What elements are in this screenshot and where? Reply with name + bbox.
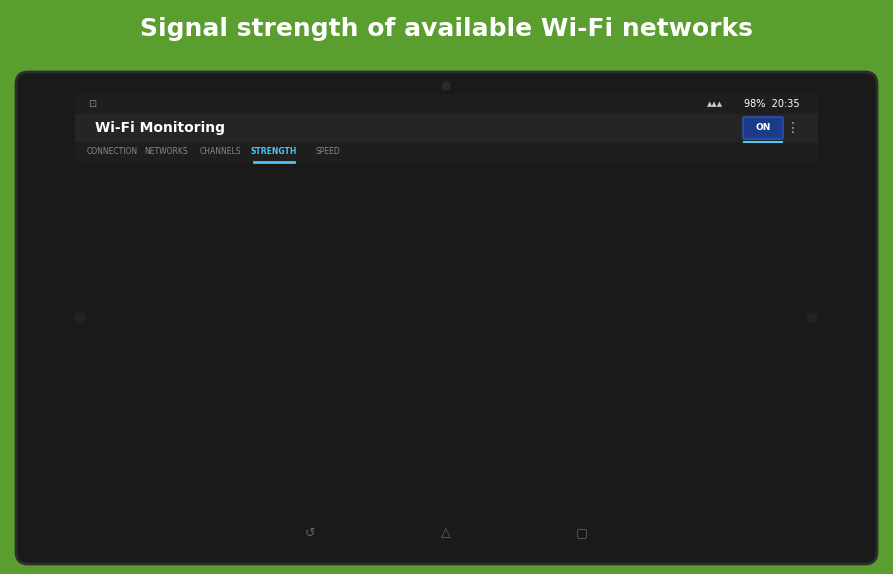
Text: esi: esi [658, 316, 671, 325]
Text: △: △ [441, 526, 451, 540]
Bar [75, 94, 818, 544]
Y-axis label: dBm: dBm [63, 330, 72, 352]
Text: Wi-Fi Monitoring: Wi-Fi Monitoring [95, 121, 225, 135]
Text: Cafe: Cafe [658, 295, 678, 304]
Circle shape [631, 439, 638, 452]
Text: ↺: ↺ [305, 526, 315, 540]
Text: ArbitrMgr: ArbitrMgr [658, 254, 698, 262]
Text: NETWORKS: NETWORKS [144, 148, 188, 157]
Circle shape [631, 481, 638, 494]
Circle shape [631, 377, 638, 390]
Text: HPCP1525-58d057: HPCP1525-58d057 [658, 462, 737, 471]
Bar [75, 522, 818, 544]
Text: FD_GUEST: FD_GUEST [658, 358, 702, 367]
FancyBboxPatch shape [16, 72, 877, 564]
Text: FD_CORP: FD_CORP [658, 337, 697, 346]
Text: ON: ON [755, 123, 771, 133]
Text: 702-5G: 702-5G [277, 315, 433, 352]
Text: HP-Print-5f-LaserJet 400 MFP: HP-Print-5f-LaserJet 400 MFP [658, 421, 778, 429]
Circle shape [631, 356, 638, 369]
Circle shape [75, 313, 85, 323]
Text: labs: labs [658, 504, 676, 513]
Text: 98%  20:35: 98% 20:35 [745, 99, 800, 109]
Circle shape [631, 272, 638, 285]
Circle shape [442, 82, 450, 90]
Text: BSK-2015: BSK-2015 [658, 274, 698, 284]
Bar [75, 142, 818, 162]
Text: ▲▲▲: ▲▲▲ [707, 101, 723, 107]
Bar [618, 373, 810, 394]
Text: ⋮: ⋮ [786, 121, 800, 135]
Circle shape [631, 251, 638, 265]
Bar [75, 114, 818, 142]
FancyBboxPatch shape [743, 117, 783, 139]
Circle shape [631, 230, 638, 244]
Text: 702-5G: 702-5G [658, 212, 689, 221]
Circle shape [631, 168, 638, 181]
Circle shape [631, 293, 638, 307]
Text: FUJIFILM-Guest: FUJIFILM-Guest [658, 379, 722, 388]
Circle shape [631, 335, 638, 348]
Circle shape [631, 397, 638, 411]
Text: 702: 702 [658, 191, 674, 200]
Text: CONNECTION: CONNECTION [87, 148, 138, 157]
Circle shape [631, 189, 638, 202]
Text: Ipad-Testing: Ipad-Testing [658, 483, 708, 492]
Text: AbsolutInsGuestWiFi: AbsolutInsGuestWiFi [658, 232, 744, 242]
Text: ⊡: ⊡ [88, 99, 96, 109]
Text: FD: FD [658, 170, 670, 179]
Text: CHANNELS: CHANNELS [199, 148, 241, 157]
Text: Guest-Petropump: Guest-Petropump [658, 400, 732, 409]
Bar [75, 94, 818, 114]
Circle shape [807, 313, 817, 323]
Circle shape [631, 210, 638, 223]
Circle shape [631, 314, 638, 327]
Text: ▢: ▢ [576, 526, 588, 540]
Circle shape [631, 460, 638, 474]
Text: SPEED: SPEED [315, 148, 340, 157]
Circle shape [631, 418, 638, 432]
Text: Signal strength of available Wi-Fi networks: Signal strength of available Wi-Fi netwo… [139, 17, 753, 41]
Text: STRENGTH: STRENGTH [251, 148, 297, 157]
Text: HP-Print-66-Officejet Pro 8610: HP-Print-66-Officejet Pro 8610 [658, 441, 785, 451]
Circle shape [631, 502, 638, 515]
